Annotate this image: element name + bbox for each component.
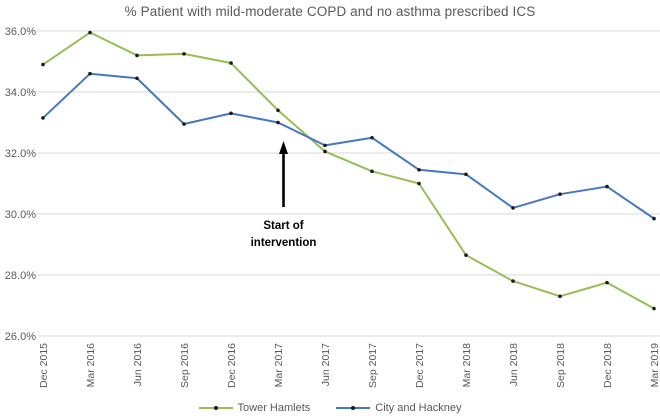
legend-label-city-and-hackney: City and Hackney xyxy=(375,402,462,414)
x-axis-labels: Dec 2015 Mar 2016 Jun 2016 Sep 2016 Dec 2016… xyxy=(38,343,660,388)
data-point xyxy=(135,76,139,81)
series-lines xyxy=(41,30,656,311)
data-point xyxy=(558,192,562,196)
legend-label-tower-hamlets: Tower Hamlets xyxy=(237,402,311,414)
y-tick-label: 26.0% xyxy=(5,331,36,343)
x-tick-label: Mar 2017 xyxy=(273,343,285,388)
y-tick-label: 34.0% xyxy=(5,87,36,99)
legend-item-city-and-hackney: City and Hackney xyxy=(336,402,461,414)
y-tick-label: 28.0% xyxy=(5,270,36,282)
data-point xyxy=(370,169,374,174)
x-tick-label: Jun 2016 xyxy=(132,343,144,386)
data-point xyxy=(88,30,92,35)
data-point xyxy=(323,149,327,154)
legend-line-marker-icon xyxy=(198,406,233,410)
data-point xyxy=(464,253,468,257)
data-point xyxy=(417,181,421,186)
data-point xyxy=(88,71,92,76)
series-line-city-and-hackney xyxy=(42,72,655,220)
y-tick-label: 30.0% xyxy=(5,209,36,221)
data-point xyxy=(652,216,656,221)
annotation-text-line: intervention xyxy=(251,237,317,249)
x-tick-label: Dec 2018 xyxy=(602,343,614,388)
gridlines xyxy=(37,30,660,337)
data-point xyxy=(182,122,186,126)
chart-legend: Tower Hamlets City and Hackney xyxy=(0,402,660,414)
x-tick-label: Jun 2018 xyxy=(508,343,520,386)
data-point xyxy=(464,172,468,177)
y-tick-label: 36.0% xyxy=(5,26,36,38)
x-tick-label: Dec 2015 xyxy=(38,343,50,388)
x-tick-label: Mar 2018 xyxy=(461,343,473,388)
data-point xyxy=(605,184,609,189)
data-point xyxy=(652,306,656,311)
data-point xyxy=(558,294,562,299)
y-tick-label: 32.0% xyxy=(5,148,36,160)
chart-title: % Patient with mild-moderate COPD and no… xyxy=(124,4,536,19)
data-point xyxy=(276,108,280,113)
legend-line-marker-icon xyxy=(336,406,371,410)
data-point xyxy=(323,143,327,148)
x-tick-label: Sep 2017 xyxy=(367,343,379,388)
data-point xyxy=(229,111,233,116)
x-tick-label: Mar 2019 xyxy=(649,343,660,388)
legend-item-tower-hamlets: Tower Hamlets xyxy=(198,402,311,414)
annotation-text-line: Start of xyxy=(263,220,303,232)
data-point xyxy=(182,52,186,56)
y-axis-labels: 36.0% 34.0% 32.0% 30.0% 28.0% 26.0% xyxy=(5,26,36,343)
x-tick-label: Jun 2017 xyxy=(320,343,332,386)
x-tick-label: Dec 2016 xyxy=(226,343,238,388)
annotation-start-of-intervention: Start of intervention xyxy=(251,141,317,249)
x-tick-label: Dec 2017 xyxy=(414,343,426,388)
x-tick-label: Sep 2016 xyxy=(179,343,191,388)
data-point xyxy=(605,280,609,285)
annotation-arrow-head xyxy=(279,141,288,154)
series-line-tower-hamlets xyxy=(42,31,655,310)
data-point xyxy=(370,135,374,140)
data-point xyxy=(229,61,233,65)
data-point xyxy=(41,62,45,67)
data-point xyxy=(41,116,45,120)
x-tick-label: Mar 2016 xyxy=(85,343,97,388)
data-point xyxy=(417,167,421,172)
data-point xyxy=(276,120,280,125)
data-point xyxy=(511,206,515,210)
data-point xyxy=(135,53,139,58)
x-tick-label: Sep 2018 xyxy=(555,343,567,388)
data-point xyxy=(511,279,515,283)
